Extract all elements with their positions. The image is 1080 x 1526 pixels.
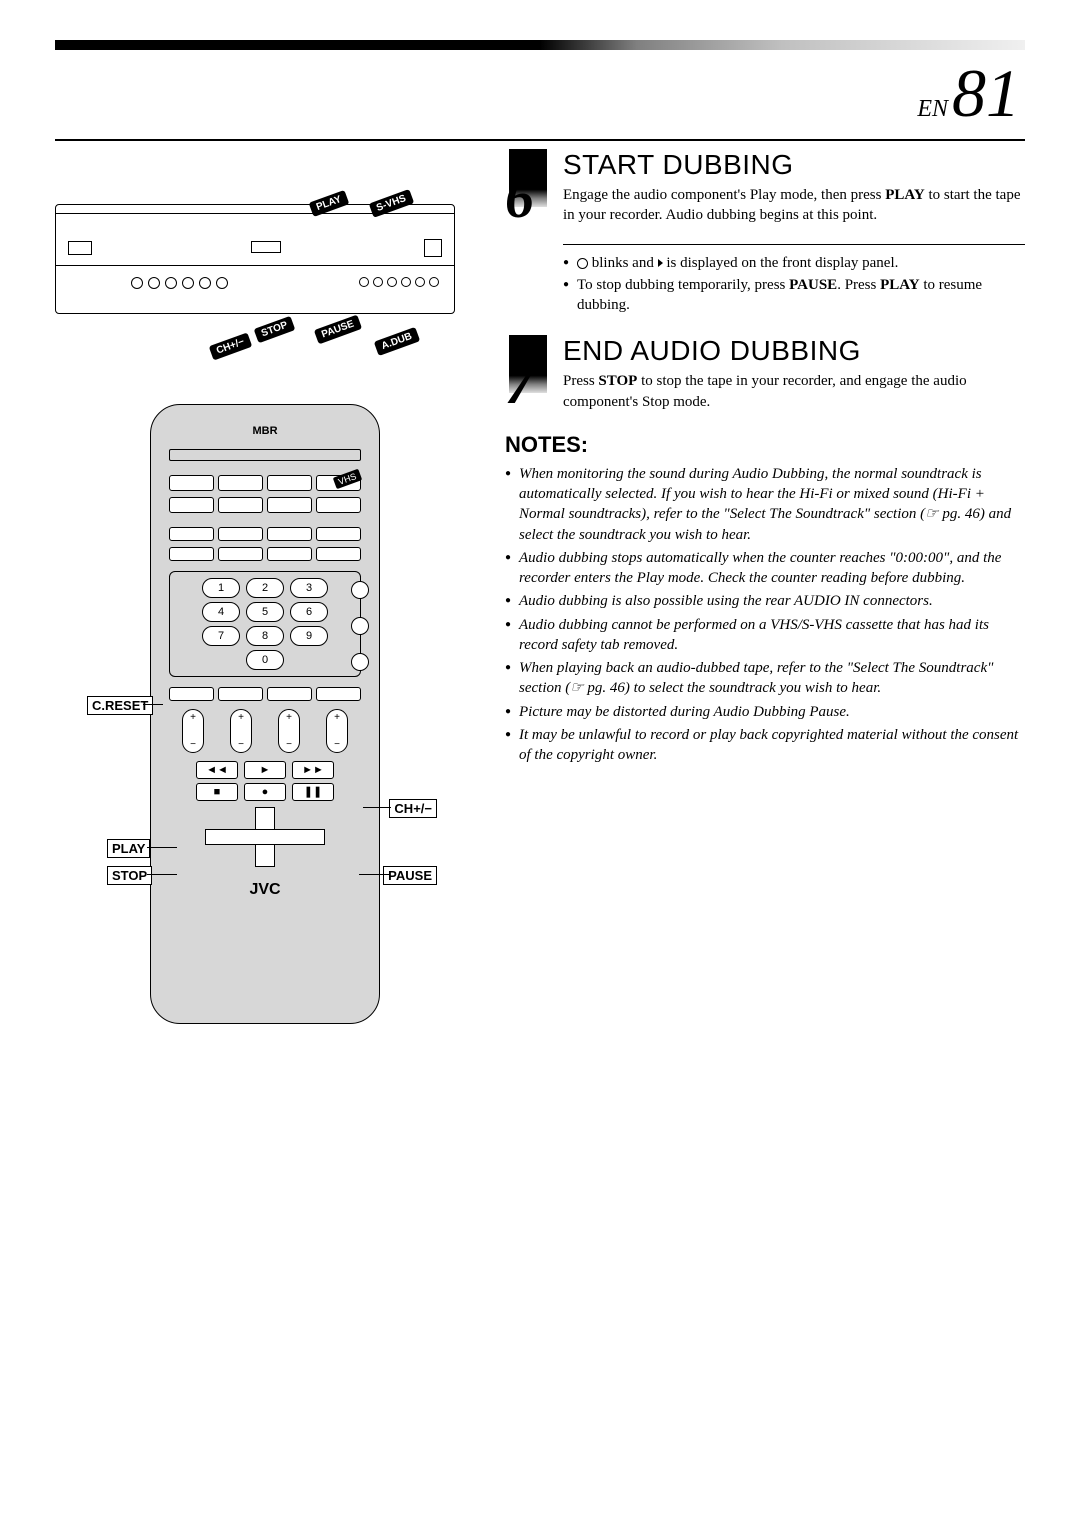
rocker-button [278, 709, 300, 753]
keypad-6: 6 [290, 602, 328, 622]
callout-pause: PAUSE [383, 866, 437, 885]
callout-ch: CH+/− [389, 799, 437, 818]
header-gradient-bar [55, 40, 1025, 50]
keypad-8: 8 [246, 626, 284, 646]
keypad-9: 9 [290, 626, 328, 646]
keypad-3: 3 [290, 578, 328, 598]
remote-diagram: MBR VHS 1 2 3 4 [135, 404, 395, 1024]
dpad [205, 807, 325, 867]
callout-line [143, 704, 163, 705]
remote-keypad: 1 2 3 4 5 6 7 8 9 [169, 571, 361, 677]
vcr-body [55, 204, 455, 314]
page-number-block: EN 81 [55, 54, 1025, 133]
sub-rule [563, 244, 1025, 245]
step-title: END AUDIO DUBBING [563, 335, 1025, 367]
note-item: Picture may be distorted during Audio Du… [505, 702, 1025, 722]
side-button [351, 617, 369, 635]
keypad-4: 4 [202, 602, 240, 622]
remote-body: MBR VHS 1 2 3 4 [150, 404, 380, 1024]
stop-button: ■ [196, 783, 238, 801]
step-description: Press STOP to stop the tape in your reco… [563, 371, 1025, 412]
rocker-button [326, 709, 348, 753]
notes-list: When monitoring the sound during Audio D… [505, 464, 1025, 766]
callout-play: PLAY [107, 839, 150, 858]
remote-brand-top: MBR [169, 425, 361, 437]
step-description: Engage the audio component's Play mode, … [563, 185, 1025, 226]
step-gradient-bar: 7 [509, 335, 547, 393]
callout-pause: PAUSE [314, 315, 362, 345]
step-gradient-bar: 6 [509, 149, 547, 207]
notes-heading: NOTES: [505, 432, 1025, 458]
side-button [351, 581, 369, 599]
step-7: 7 END AUDIO DUBBING Press STOP to stop t… [505, 335, 1025, 412]
side-button [351, 653, 369, 671]
keypad-1: 1 [202, 578, 240, 598]
note-item: Audio dubbing is also possible using the… [505, 591, 1025, 611]
bullet-item: blinks and is displayed on the front dis… [563, 253, 1025, 273]
remote-brand-bottom: JVC [169, 881, 361, 899]
page-language: EN [917, 96, 948, 122]
callout-adub: A.DUB [374, 327, 420, 356]
note-item: When playing back an audio-dubbed tape, … [505, 658, 1025, 699]
keypad-5: 5 [246, 602, 284, 622]
keypad-7: 7 [202, 626, 240, 646]
step-6: 6 START DUBBING Engage the audio compone… [505, 149, 1025, 226]
rocker-row [169, 709, 361, 753]
callout-creset: C.RESET [87, 696, 153, 715]
callout-ch: CH+/− [209, 332, 253, 360]
play-icon [658, 259, 663, 267]
callout-line [147, 874, 177, 875]
step-number: 7 [505, 350, 534, 417]
pause-button: ❚❚ [292, 783, 334, 801]
ff-button: ►► [292, 761, 334, 779]
callout-stop: STOP [254, 316, 296, 343]
note-item: Audio dubbing stops automatically when t… [505, 548, 1025, 589]
rocker-button [230, 709, 252, 753]
keypad-0: 0 [246, 650, 284, 670]
rec-button: ● [244, 783, 286, 801]
note-item: It may be unlawful to record or play bac… [505, 725, 1025, 766]
step-title: START DUBBING [563, 149, 1025, 181]
rew-button: ◄◄ [196, 761, 238, 779]
remote-ir-window [169, 449, 361, 461]
step-6-bullets: blinks and is displayed on the front dis… [563, 253, 1025, 316]
callout-line [363, 807, 391, 808]
step-number: 6 [505, 164, 534, 231]
play-button: ► [244, 761, 286, 779]
bullet-item: To stop dubbing temporarily, press PAUSE… [563, 275, 1025, 316]
callout-line [147, 847, 177, 848]
rocker-button [182, 709, 204, 753]
note-item: Audio dubbing cannot be performed on a V… [505, 615, 1025, 656]
page-number: 81 [952, 55, 1020, 131]
callout-stop: STOP [107, 866, 152, 885]
vcr-diagram: PLAY S-VHS STOP PAUSE A.DUB CH+/− [55, 204, 475, 314]
note-item: When monitoring the sound during Audio D… [505, 464, 1025, 545]
callout-line [359, 874, 389, 875]
keypad-2: 2 [246, 578, 284, 598]
horizontal-rule [55, 139, 1025, 141]
circle-icon [577, 258, 588, 269]
